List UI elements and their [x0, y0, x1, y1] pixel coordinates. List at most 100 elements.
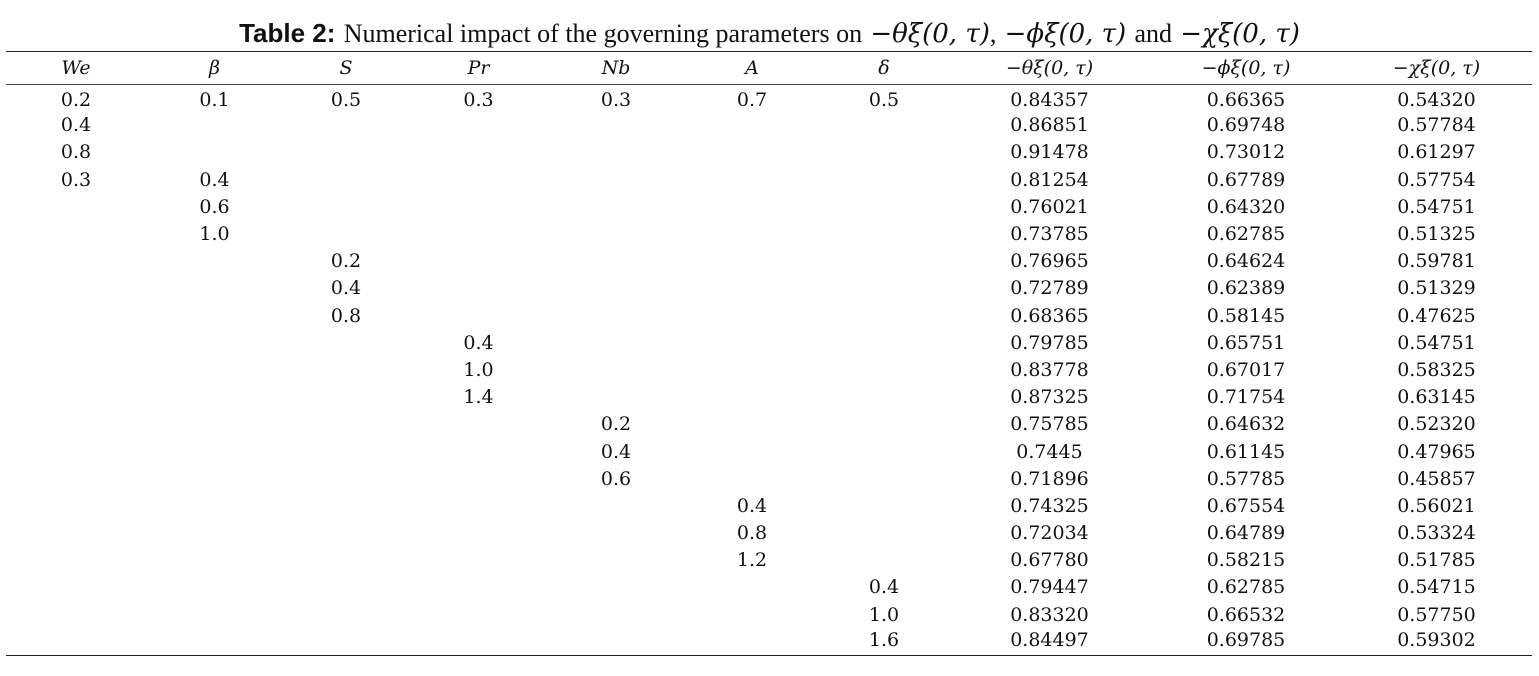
table-cell-chi: 0.54320: [1397, 89, 1476, 112]
table-cell-theta: 0.75785: [1010, 413, 1089, 436]
header-cell-we: We: [6, 51, 146, 85]
table-cell-beta: [146, 411, 283, 438]
table-cell-theta: 0.71896: [1010, 467, 1089, 490]
table-cell-we: 0.4: [60, 114, 92, 137]
table-cell-pr: [409, 193, 548, 220]
table-cell-beta: [146, 628, 283, 656]
table-cell-s: [283, 465, 409, 492]
table-cell-delta: [820, 248, 948, 275]
table-cell-delta: [820, 384, 948, 411]
table-cell-nb: [548, 112, 684, 139]
table-cell-s: 0.5: [330, 89, 362, 112]
table-cell-chi: 0.45857: [1397, 467, 1476, 490]
table-row: 1.4 0.87325 0.71754 0.63145: [6, 384, 1532, 411]
table-cell-delta: [820, 302, 948, 329]
table-cell-a: [684, 275, 820, 302]
table-cell-s: [283, 411, 409, 438]
table-cell-we: 0.8: [60, 141, 92, 164]
table-cell-theta: 0.76965: [1010, 250, 1089, 273]
table-cell-delta: [820, 193, 948, 220]
table-row: 0.4 0.79785 0.65751 0.54751: [6, 329, 1532, 356]
table-row: 0.2 0.1 0.5 0.3 0.3 0.7 0.5 0.84357 0.66365 0.543…: [6, 85, 1532, 112]
table-cell-s: [283, 520, 409, 547]
table-cell-beta: [146, 112, 283, 139]
table-cell-theta: 0.72789: [1010, 277, 1089, 300]
table-cell-nb: [548, 166, 684, 193]
table-cell-theta: 0.86851: [1010, 114, 1089, 137]
table-cell-s: [283, 112, 409, 139]
header-cell-a: A: [684, 51, 820, 85]
table-cell-a: 1.2: [736, 549, 768, 572]
table-cell-phi: 0.71754: [1206, 386, 1286, 409]
table-cell-beta: [146, 492, 283, 519]
table-cell-nb: [548, 248, 684, 275]
header-cell-beta: β: [146, 51, 283, 85]
table-cell-we: [6, 628, 146, 656]
table-cell-s: [283, 329, 409, 356]
header-cell-nb: Nb: [548, 51, 684, 85]
table-cell-we: 0.3: [60, 168, 92, 191]
table-cell-pr: 1.0: [463, 358, 494, 381]
table-cell-delta: [820, 547, 948, 574]
table-cell-chi: 0.59302: [1341, 628, 1532, 656]
table-cell-theta: 0.67780: [1010, 549, 1089, 572]
table-cell-chi: 0.57754: [1397, 168, 1476, 191]
table-cell-phi: 0.66365: [1206, 89, 1286, 112]
table-cell-phi: 0.64320: [1206, 195, 1286, 218]
table-cell-a: [684, 220, 820, 247]
table-cell-pr: [409, 465, 548, 492]
table-cell-s: [283, 356, 409, 383]
table-cell-chi: 0.54751: [1397, 195, 1476, 218]
table-cell-s: [283, 139, 409, 166]
table-cell-chi: 0.61297: [1397, 141, 1476, 164]
table-cell-theta: 0.68365: [1010, 304, 1089, 327]
table-cell-theta: 0.74325: [1010, 494, 1089, 517]
header-cell-pr: Pr: [409, 51, 548, 85]
table-cell-beta: [146, 520, 283, 547]
table-cell-pr: [409, 411, 548, 438]
table-cell-beta: 0.4: [199, 168, 230, 191]
table-cell-beta: [146, 275, 283, 302]
table-cell-s: [283, 438, 409, 465]
table-cell-chi: 0.51329: [1397, 277, 1476, 300]
table-cell-delta: [820, 166, 948, 193]
table-cell-s: 0.8: [330, 304, 362, 327]
caption-expr-chi: −χξ(0, τ): [1180, 19, 1300, 49]
table-cell-we: [6, 438, 146, 465]
table-cell-pr: [409, 547, 548, 574]
table-cell-theta: 0.83320: [1010, 603, 1089, 626]
table-cell-we: [6, 275, 146, 302]
table-number: Table 2:: [239, 18, 336, 48]
table-cell-pr: [409, 574, 548, 601]
table-cell-theta: 0.84357: [1010, 89, 1089, 112]
table-cell-nb: [548, 628, 684, 656]
table-cell-pr: [409, 220, 548, 247]
table-row: 0.4 0.72789 0.62389 0.51329: [6, 275, 1532, 302]
table-row: 0.4 0.86851 0.69748 0.57784: [6, 112, 1532, 139]
table-cell-nb: [548, 139, 684, 166]
table-cell-beta: [146, 356, 283, 383]
table-cell-beta: [146, 384, 283, 411]
table-cell-beta: [146, 438, 283, 465]
table-cell-nb: 0.6: [600, 467, 632, 490]
table-row: 1.0 0.83320 0.66532 0.57750: [6, 601, 1532, 628]
table-cell-phi: 0.64624: [1206, 250, 1286, 273]
table-cell-delta: 0.5: [868, 89, 900, 112]
table-cell-pr: [409, 601, 548, 628]
table-cell-a: [684, 302, 820, 329]
table-row: 0.6 0.76021 0.64320 0.54751: [6, 193, 1532, 220]
header-cell-delta: δ: [820, 51, 948, 85]
table-cell-chi: 0.51325: [1397, 223, 1476, 246]
table-cell-s: [283, 384, 409, 411]
table-cell-delta: [820, 465, 948, 492]
table-cell-phi: 0.65751: [1206, 331, 1286, 354]
table-cell-beta: 0.6: [199, 195, 230, 218]
table-cell-nb: [548, 193, 684, 220]
table-row: 0.4 0.7445 0.61145 0.47965: [6, 438, 1532, 465]
table-cell-s: [283, 220, 409, 247]
table-cell-a: [684, 411, 820, 438]
table-cell-delta: [820, 520, 948, 547]
table-row: 0.8 0.68365 0.58145 0.47625: [6, 302, 1532, 329]
table-cell-theta: 0.76021: [1010, 195, 1089, 218]
table-cell-beta: [146, 302, 283, 329]
